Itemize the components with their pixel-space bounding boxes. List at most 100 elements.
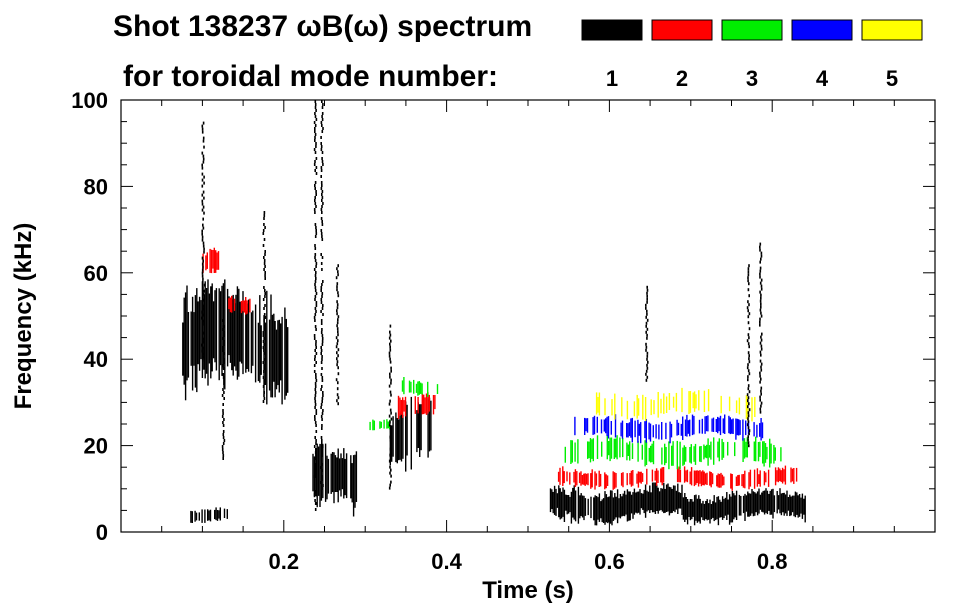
spectrum-spike [388,459,391,463]
spectrum-cell [756,468,759,487]
spectrum-spike [315,262,318,265]
spectrum-cell [232,294,234,376]
spectrum-cell [705,416,708,432]
spectrum-cell [559,488,561,520]
spectrum-spike [321,184,323,187]
spectrum-cell [702,470,704,486]
legend-label-n5: 5 [886,66,898,91]
spectrum-cell [606,416,608,436]
spectrum-spike [759,272,761,276]
spectrum-cell [686,499,689,525]
spectrum-spike [222,424,225,427]
spectrum-spike [321,193,323,196]
spectrum-cell [214,509,216,520]
spectrum-cell [273,313,275,382]
spectrum-cell [210,286,212,379]
spectrum-spike [748,282,750,286]
spectrum-spike [760,368,763,372]
spectrum-spike [747,363,749,367]
spectrum-cell [428,394,430,412]
spectrum-cell [345,453,348,499]
spectrum-spike [337,270,339,274]
spectrum-cell [660,398,662,414]
spectrum-cell [682,497,685,520]
spectrum-cell [606,475,609,486]
spectrum-cell [653,400,655,415]
spectrum-cell [674,485,676,513]
spectrum-spike [320,319,323,322]
spectrum-spike [389,420,391,424]
spectrum-cell [570,491,573,524]
spectrum-cell [615,496,617,518]
spectrum-spike [335,276,338,280]
spectrum-cell [779,468,781,481]
spectrum-spike [320,415,323,418]
spectrum-cell [764,443,767,463]
spectrum-spike [389,483,391,487]
spectrum-spike [201,262,204,266]
spectrum-cell [753,422,755,437]
spectrum-spike [759,380,761,384]
spectrum-spike [315,304,318,307]
spectrum-cell [590,473,592,489]
spectrum-spike [315,484,318,487]
spectrum-cell [728,494,731,525]
spectrum-spike [320,373,323,376]
spectrum-cell [710,441,712,460]
spectrum-spike [646,312,648,316]
mode-region-n1 [389,396,432,472]
spectrum-cell [614,414,617,438]
spectrum-cell [218,288,220,381]
spectrum-cell [427,381,429,397]
spectrum-spike [315,277,317,280]
spectrum-cell [427,399,429,458]
spectrum-cell [665,484,668,512]
spectrum-spike [201,310,204,314]
spectrum-cell [658,424,660,440]
spectrum-cell [780,470,782,482]
mode-region-n1 [190,507,228,523]
spectrum-spike [263,214,266,217]
spectrum-cell [565,494,567,511]
spectrum-cell [662,467,665,483]
spectrum-cell [754,492,756,516]
spectrum-cell [581,495,584,518]
spectrum-cell [182,322,184,376]
spectrum-spike [389,471,391,475]
spectrum-cell [221,285,223,376]
spectrum-spike [314,106,317,109]
spectrum-cell [742,419,744,441]
mode-region-n4 [574,414,764,444]
spectrum-spike [759,323,761,327]
spectrum-cell [644,484,647,518]
spectrum-cell [706,472,708,485]
spectrum-cell [717,496,720,526]
spectrum-cell [707,503,710,520]
spectrum-cell [215,288,218,371]
spectrum-spike [336,312,338,316]
spectrum-cell [671,488,673,513]
spectrum-spike [223,343,225,346]
spectrum-cell [679,441,681,470]
spectrum-spike [747,309,749,313]
spectrum-cell [649,485,651,513]
spectrum-cell [603,419,605,432]
spectrum-spike [202,265,204,269]
spectrum-spike [314,469,316,472]
spectrum-spike [201,130,204,134]
spectrum-spike [646,333,648,337]
spectrum-cell [688,501,690,517]
spectrum-spike [262,232,265,235]
spectrum-cell [593,415,596,435]
spectrum-cell [427,392,429,414]
spectrum-spike [314,466,316,469]
spectrum-cell [707,415,709,432]
spectrum-cell [801,493,804,519]
spectrum-cell [605,494,608,523]
spectrum-spike [335,378,338,382]
spectrum-cell [430,400,432,451]
spectrum-spike [201,208,204,212]
spectrum-spike [201,202,204,206]
spectrum-spike [223,361,226,364]
spectrum-spike [336,321,339,325]
